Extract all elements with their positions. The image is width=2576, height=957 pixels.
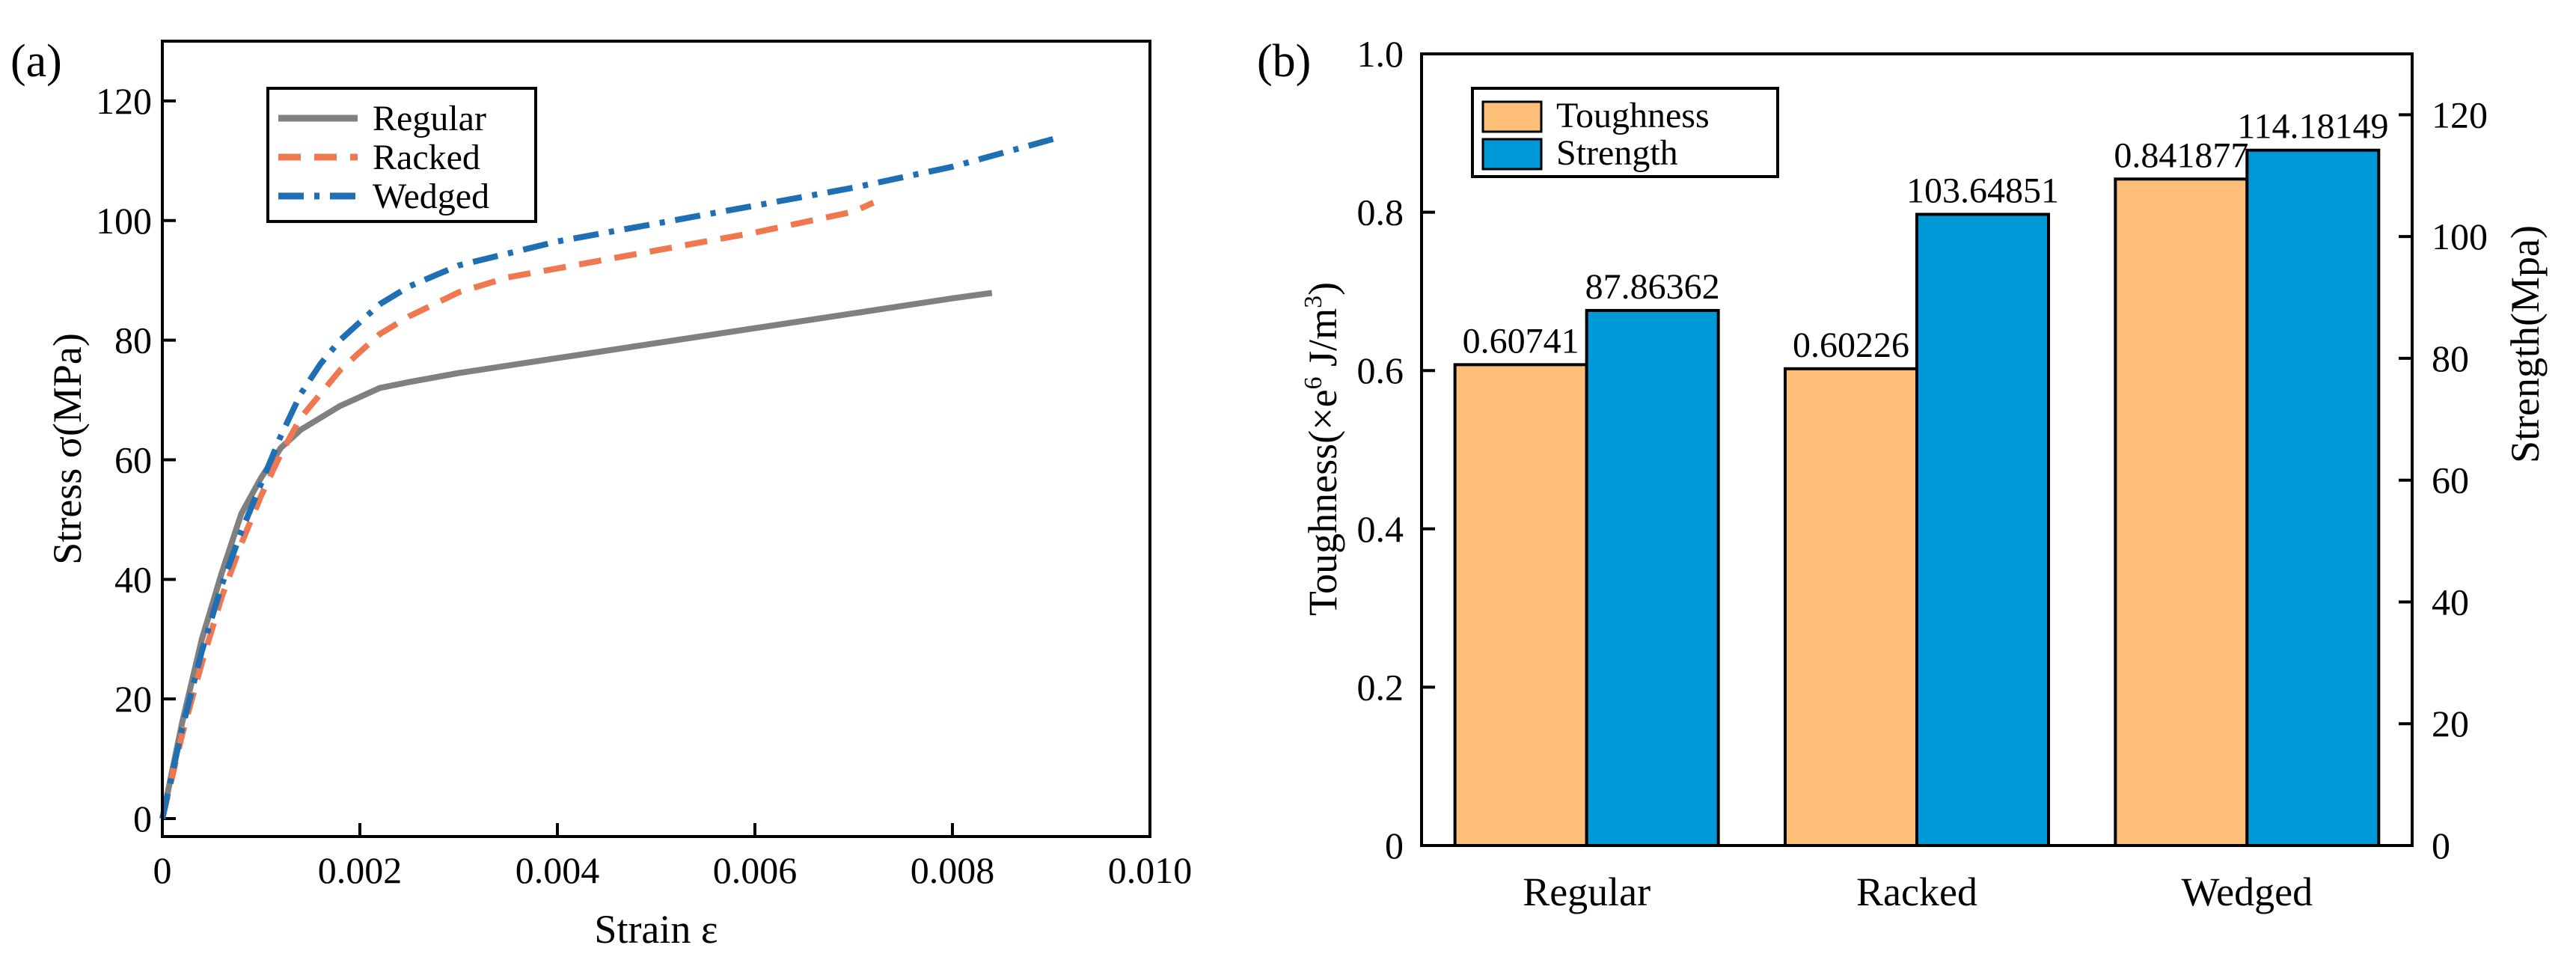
series-line-regular xyxy=(159,290,993,819)
right-y-tick-label: 0 xyxy=(2432,825,2450,866)
x-tick-label: 0.008 xyxy=(911,849,995,891)
series-line-racked xyxy=(159,200,875,819)
legend-label-strength: Strength xyxy=(1556,133,1678,173)
left-axis-title-part-2: J/m xyxy=(1300,308,1345,377)
panel-b-label: (b) xyxy=(1257,36,1311,87)
bar-toughness-wedged xyxy=(2114,177,2249,847)
right-y-tick-label: 20 xyxy=(2432,703,2469,744)
category-label-regular: Regular xyxy=(1523,869,1650,914)
legend-label-racked: Racked xyxy=(373,138,480,177)
left-axis-title-superscript-1: 6 xyxy=(1300,376,1327,389)
y-tick-label: 80 xyxy=(114,319,152,361)
y-tick-label: 40 xyxy=(114,558,152,600)
right-y-tick-label: 60 xyxy=(2432,459,2469,501)
y-tick-label: 60 xyxy=(114,438,152,480)
panel-a-line-chart: (a) 0 0.002 0.004 0.006 0.008 0.010 0 20 40 60 80 1… xyxy=(10,36,1192,952)
legend-swatch-toughness xyxy=(1481,100,1543,133)
panel-b-left-axis-title: Toughness(×e6 J/m3) xyxy=(1300,282,1345,616)
left-y-tick-label: 0.6 xyxy=(1357,349,1404,391)
left-y-tick-label: 0.4 xyxy=(1357,508,1404,550)
panel-a-label: (a) xyxy=(10,36,62,87)
panel-b-ticks: 0 0.2 0.4 0.6 0.8 1.0 0 20 40 60 80 100 120 Regular Ra… xyxy=(1357,33,2488,914)
panel-b-plot-frame xyxy=(1420,52,2414,847)
data-label-strength-wedged: 114.18149 xyxy=(2237,107,2388,147)
bar-toughness-racked xyxy=(1784,367,1918,848)
legend-swatch-strength xyxy=(1481,138,1543,171)
legend-label-regular: Regular xyxy=(373,99,486,138)
panel-a-plot-frame xyxy=(161,40,1151,838)
panel-a-x-axis-title: Strain ε xyxy=(594,907,718,952)
right-y-tick-label: 40 xyxy=(2432,581,2469,623)
x-tick-label: 0.010 xyxy=(1108,849,1193,891)
bar-strength-wedged xyxy=(2245,148,2381,847)
left-axis-title-superscript-2: 3 xyxy=(1300,296,1327,308)
data-label-strength-regular: 87.86362 xyxy=(1585,267,1720,307)
panel-b-bar-chart: (b) 0 0.2 0.4 0.6 0.8 1.0 0 20 40 60 80 100 120 Regul… xyxy=(1257,33,2548,914)
data-label-toughness-racked: 0.60226 xyxy=(1793,325,1909,365)
left-y-tick-label: 1.0 xyxy=(1357,33,1404,75)
data-label-strength-racked: 103.64851 xyxy=(1906,171,2059,210)
left-y-tick-label: 0 xyxy=(1385,825,1404,866)
legend-label-wedged: Wedged xyxy=(373,177,489,216)
right-y-tick-label: 100 xyxy=(2432,215,2488,257)
panel-a-y-axis-title: Stress σ(MPa) xyxy=(45,333,90,565)
panel-b-right-axis-title: Strength(Mpa) xyxy=(2503,225,2548,463)
data-label-toughness-wedged: 0.841877 xyxy=(2114,135,2248,175)
panel-a-series xyxy=(159,134,1062,819)
y-tick-label: 0 xyxy=(133,798,152,840)
legend-label-toughness: Toughness xyxy=(1556,96,1710,135)
panel-a-ticks: 0 0.002 0.004 0.006 0.008 0.010 0 20 40 60 80 100 12… xyxy=(96,80,1192,891)
bar-toughness-regular xyxy=(1453,363,1588,847)
left-axis-title-part-3: ) xyxy=(1300,282,1345,296)
category-label-racked: Racked xyxy=(1856,869,1977,914)
x-tick-label: 0.002 xyxy=(318,849,403,891)
bar-strength-regular xyxy=(1585,308,1720,847)
left-y-tick-label: 0.2 xyxy=(1357,666,1404,708)
y-tick-label: 100 xyxy=(96,200,152,242)
panel-a-legend-box xyxy=(266,87,537,223)
left-y-tick-label: 0.8 xyxy=(1357,192,1404,233)
y-tick-label: 120 xyxy=(96,80,152,122)
series-line-wedged xyxy=(159,134,1062,819)
y-tick-label: 20 xyxy=(114,678,152,720)
bar-strength-racked xyxy=(1915,213,2050,848)
x-tick-label: 0.006 xyxy=(713,849,798,891)
x-tick-label: 0 xyxy=(153,849,172,891)
category-label-wedged: Wedged xyxy=(2182,869,2313,914)
right-y-tick-label: 120 xyxy=(2432,94,2488,135)
right-y-tick-label: 80 xyxy=(2432,337,2469,379)
x-tick-label: 0.004 xyxy=(515,849,600,891)
left-axis-title-part-1: Toughness(×e xyxy=(1300,389,1345,616)
data-label-toughness-regular: 0.60741 xyxy=(1463,321,1579,361)
